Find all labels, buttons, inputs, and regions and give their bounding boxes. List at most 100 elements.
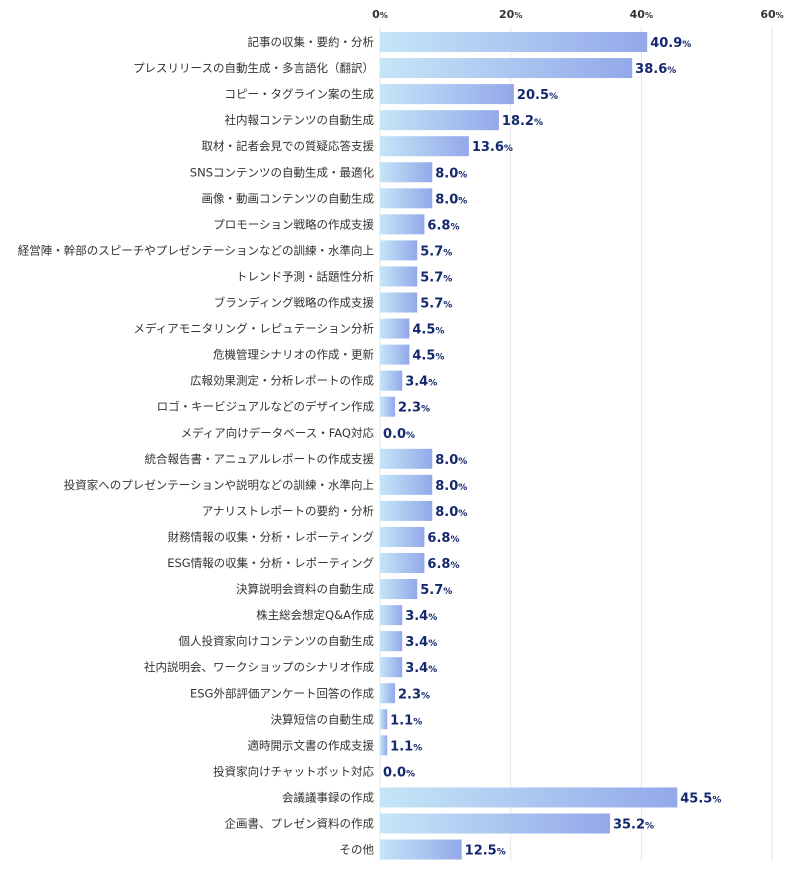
- bars: [380, 32, 678, 860]
- category-label-22: 株主総会想定Q&A作成: [256, 608, 374, 622]
- category-label-13: 広報効果測定・分析レポートの作成: [190, 374, 374, 388]
- category-label-2: コピー・タグライン案の生成: [225, 87, 375, 101]
- category-label-30: 企画書、プレゼン資料の作成: [225, 817, 375, 831]
- bar-8: [380, 240, 418, 261]
- value-label-30: 35.2%: [613, 818, 654, 833]
- category-label-12: 危機管理シナリオの作成・更新: [213, 348, 374, 362]
- value-label-20: 6.8%: [427, 557, 459, 572]
- category-label-27: 適時開示文書の作成支援: [248, 738, 375, 752]
- category-label-19: 財務情報の収集・分析・レポーティング: [168, 530, 375, 544]
- value-label-4: 13.6%: [472, 140, 513, 155]
- tick-label-0: 0%: [372, 8, 388, 21]
- bar-24: [380, 657, 403, 678]
- bar-11: [380, 318, 410, 339]
- bar-13: [380, 370, 403, 391]
- value-label-5: 8.0%: [435, 166, 467, 181]
- bar-27: [380, 735, 388, 756]
- value-labels: 40.9% 38.6% 20.5% 18.2% 13.6% 8.0% 8.0% 6.8% 5.7…: [383, 36, 721, 859]
- category-label-31: その他: [340, 843, 375, 857]
- category-label-14: ロゴ・キービジュアルなどのデザイン作成: [157, 400, 375, 414]
- category-label-25: ESG外部評価アンケート回答の作成: [190, 686, 375, 700]
- bar-0: [380, 32, 648, 52]
- tick-label-20: 20%: [499, 8, 522, 21]
- bar-19: [380, 526, 425, 547]
- value-label-8: 5.7%: [420, 244, 452, 259]
- bar-12: [380, 344, 410, 365]
- value-label-12: 4.5%: [412, 349, 444, 364]
- bar-20: [380, 553, 425, 573]
- bar-22: [380, 605, 403, 626]
- value-label-31: 12.5%: [465, 844, 506, 859]
- value-label-17: 8.0%: [435, 479, 467, 494]
- bar-21: [380, 579, 418, 600]
- category-label-23: 個人投資家向けコンテンツの自動生成: [179, 634, 375, 648]
- category-label-26: 決算短信の自動生成: [271, 712, 375, 726]
- bar-29: [380, 787, 678, 808]
- value-label-3: 18.2%: [502, 114, 543, 129]
- category-label-28: 投資家向けチャットボット対応: [213, 764, 374, 778]
- bar-1: [380, 58, 633, 79]
- value-label-15: 0.0%: [383, 427, 415, 442]
- category-label-18: アナリストレポートの要約・分析: [202, 504, 374, 518]
- bar-7: [380, 214, 425, 235]
- value-label-18: 8.0%: [435, 505, 467, 520]
- value-label-2: 20.5%: [517, 88, 558, 103]
- category-label-24: 社内説明会、ワークショップのシナリオ作成: [144, 660, 374, 674]
- x-axis-ticks: 0% 20% 40% 60%: [372, 8, 784, 21]
- value-label-0: 40.9%: [650, 36, 691, 51]
- value-label-13: 3.4%: [405, 375, 437, 390]
- bar-14: [380, 396, 396, 417]
- value-label-28: 0.0%: [383, 765, 415, 780]
- bar-10: [380, 292, 418, 313]
- value-label-25: 2.3%: [398, 687, 430, 702]
- bar-5: [380, 162, 433, 183]
- value-label-21: 5.7%: [420, 583, 452, 598]
- category-label-4: 取材・記者会見での質疑応答支援: [202, 139, 375, 153]
- value-label-9: 5.7%: [420, 270, 452, 285]
- value-label-14: 2.3%: [398, 401, 430, 416]
- category-label-17: 投資家へのプレゼンテーションや説明などの訓練・水準向上: [64, 478, 374, 492]
- value-label-1: 38.6%: [635, 62, 676, 77]
- category-label-21: 決算説明会資料の自動生成: [236, 582, 374, 596]
- category-label-10: ブランディング戦略の作成支援: [214, 296, 375, 310]
- value-label-26: 1.1%: [390, 713, 422, 728]
- category-label-0: 記事の収集・要約・分析: [248, 35, 375, 49]
- bar-31: [380, 839, 462, 860]
- category-label-9: トレンド予測・話題性分析: [236, 269, 374, 283]
- value-label-16: 8.0%: [435, 453, 467, 468]
- value-label-22: 3.4%: [405, 609, 437, 624]
- value-label-6: 8.0%: [435, 192, 467, 207]
- category-label-15: メディア向けデータベース・FAQ対応: [181, 426, 375, 440]
- bar-23: [380, 631, 403, 652]
- bar-2: [380, 84, 514, 105]
- category-label-7: プロモーション戦略の作成支援: [213, 217, 374, 231]
- bar-25: [380, 683, 396, 704]
- bar-26: [380, 709, 388, 730]
- bar-4: [380, 136, 469, 157]
- category-label-5: SNSコンテンツの自動生成・最適化: [190, 165, 375, 179]
- bar-17: [380, 474, 433, 495]
- category-label-11: メディアモニタリング・レピュテーション分析: [134, 322, 374, 336]
- category-label-20: ESG情報の収集・分析・レポーティング: [167, 556, 374, 570]
- category-label-1: プレスリリースの自動生成・多言語化（翻訳）: [133, 61, 374, 75]
- category-label-3: 社内報コンテンツの自動生成: [225, 113, 375, 127]
- bar-6: [380, 188, 433, 209]
- tick-label-40: 40%: [630, 8, 653, 21]
- value-label-24: 3.4%: [405, 661, 437, 676]
- value-label-29: 45.5%: [680, 791, 721, 806]
- value-label-19: 6.8%: [427, 531, 459, 546]
- value-label-27: 1.1%: [390, 739, 422, 754]
- bar-18: [380, 500, 433, 521]
- value-label-11: 4.5%: [412, 323, 444, 338]
- category-label-6: 画像・動画コンテンツの自動生成: [202, 191, 375, 205]
- value-label-23: 3.4%: [405, 635, 437, 650]
- value-label-7: 6.8%: [427, 218, 459, 233]
- category-label-16: 統合報告書・アニュアルレポートの作成支援: [145, 452, 375, 466]
- bar-3: [380, 110, 499, 131]
- category-label-29: 会議議事録の作成: [282, 790, 374, 804]
- bar-9: [380, 266, 418, 287]
- value-label-10: 5.7%: [420, 297, 452, 312]
